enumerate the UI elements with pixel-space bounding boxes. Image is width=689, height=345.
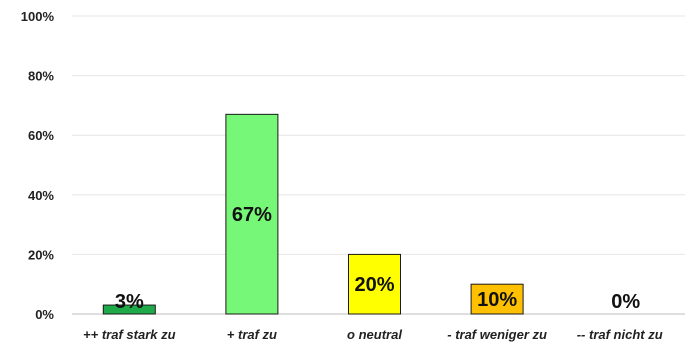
gridlines <box>72 15 685 315</box>
bar <box>470 283 524 315</box>
y-tick-label: 80% <box>28 69 54 84</box>
x-axis-category-labels: ++ traf stark zu + traf zu o neutral - traf… <box>83 327 663 342</box>
bar <box>348 253 401 315</box>
x-category-label: - traf weniger zu <box>447 327 547 342</box>
y-tick-label: 60% <box>28 128 54 143</box>
x-category-label: o neutral <box>347 327 402 342</box>
x-category-label: ++ traf stark zu <box>83 327 176 342</box>
x-category-label: + traf zu <box>227 327 277 342</box>
y-tick-label: 40% <box>28 188 54 203</box>
bar <box>102 304 156 315</box>
data-label: 67% <box>232 204 272 226</box>
x-category-label: -- traf nicht zu <box>577 327 663 342</box>
data-label: 3% <box>115 291 144 313</box>
data-label: 10% <box>477 289 517 311</box>
y-tick-label: 100% <box>21 9 55 24</box>
data-labels: 3% 67% 20% 10% 0% <box>115 204 641 313</box>
data-label: 0% <box>611 291 640 313</box>
y-tick-label: 20% <box>28 247 54 262</box>
y-axis-tick-labels: 0% 20% 40% 60% 80% 100% <box>21 9 55 322</box>
bar <box>225 113 279 315</box>
data-label: 20% <box>354 274 394 296</box>
bars <box>102 113 524 315</box>
y-tick-label: 0% <box>35 307 54 322</box>
